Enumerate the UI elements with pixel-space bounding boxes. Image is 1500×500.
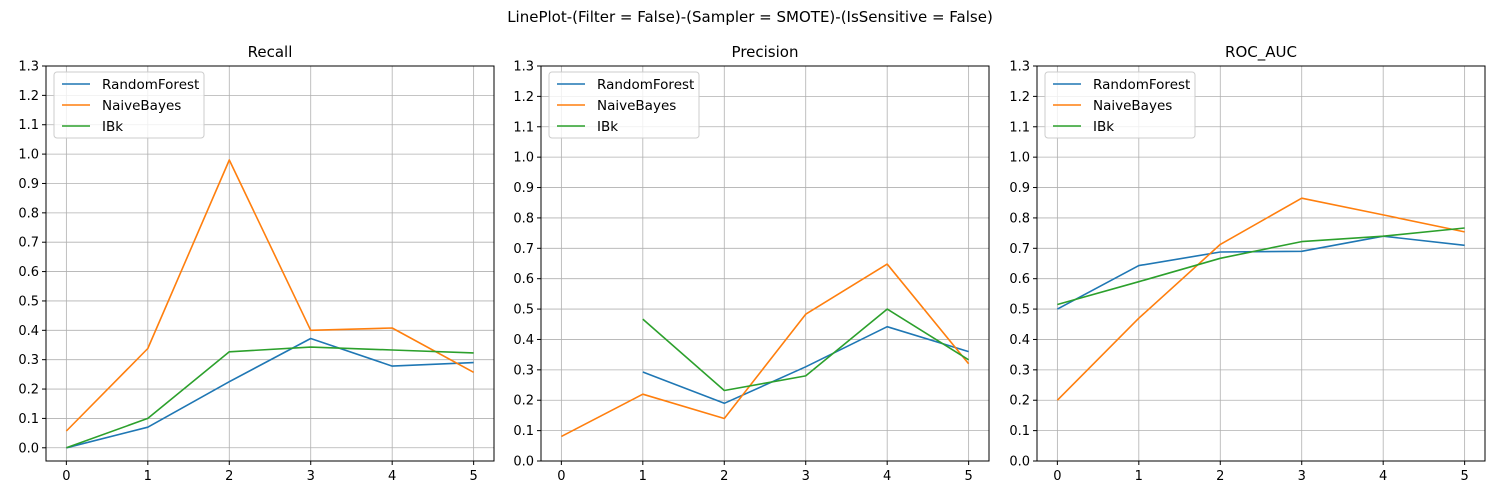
- x-tick-label: 0: [1053, 469, 1061, 484]
- y-tick-label: 1.3: [1009, 60, 1030, 75]
- x-tick-label: 5: [1460, 469, 1468, 484]
- legend: RandomForest NaiveBayes IBk: [1044, 71, 1196, 139]
- legend: RandomForest NaiveBayes IBk: [548, 71, 700, 139]
- y-tick-label: 0.7: [513, 242, 534, 257]
- series-line-ibk: [66, 346, 474, 449]
- y-tick-label: 0.5: [1009, 303, 1030, 318]
- y-tick-label: 1.0: [513, 151, 534, 166]
- y-tick-label: 0.7: [1009, 242, 1030, 257]
- y-tick-label: 0.7: [18, 236, 39, 251]
- y-tick-label: 1.2: [18, 89, 39, 104]
- y-tick-label: 0.1: [18, 412, 39, 427]
- y-tick-label: 0.6: [1009, 272, 1030, 287]
- legend-label: NaiveBayes: [102, 98, 181, 114]
- x-tick-label: 1: [144, 469, 152, 484]
- legend-box: [1044, 71, 1196, 139]
- y-tick-label: 1.3: [513, 60, 534, 75]
- series-line-randomforest: [642, 325, 969, 405]
- y-tick-label: 0.2: [513, 394, 534, 409]
- y-tick-label: 1.2: [513, 90, 534, 105]
- x-tick-label: 3: [802, 469, 810, 484]
- series-line-randomforest: [66, 337, 474, 449]
- legend-label: RandomForest: [102, 77, 199, 93]
- legend-label: IBk: [1093, 119, 1114, 135]
- x-tick-label: 4: [883, 469, 891, 484]
- y-tick-label: 0.8: [1009, 211, 1030, 226]
- y-tick-label: 1.1: [1009, 120, 1030, 135]
- x-tick-label: 2: [1216, 469, 1224, 484]
- x-tick-label: 4: [388, 469, 396, 484]
- panel-1: 0 1 2 3 4 5 0.0 0.1 0.2 0.3 0.4 0.5 0.6 0.7 0.8 0.9 1.0 1…: [513, 43, 990, 484]
- y-tick-label: 0.6: [18, 265, 39, 280]
- series-line-naivebayes: [561, 263, 970, 438]
- figure-suptitle: LinePlot-(Filter = False)-(Sampler = SMO…: [507, 8, 993, 26]
- legend-label: NaiveBayes: [597, 98, 676, 114]
- y-tick-label: 0.4: [513, 333, 534, 348]
- y-tick-label: 1.3: [18, 60, 39, 75]
- panel-2: 0 1 2 3 4 5 0.0 0.1 0.2 0.3 0.4 0.5 0.6 0.7 0.8 0.9 1.0 1…: [1009, 43, 1486, 484]
- y-tick-label: 0.3: [18, 353, 39, 368]
- x-tick-label: 5: [469, 469, 477, 484]
- y-tick-label: 0.4: [18, 324, 39, 339]
- y-tick-label: 0.0: [513, 455, 534, 470]
- y-tick-label: 0.1: [513, 424, 534, 439]
- x-tick-label: 2: [720, 469, 728, 484]
- x-tick-label: 3: [307, 469, 315, 484]
- legend-label: RandomForest: [597, 77, 694, 93]
- y-tick-label: 1.1: [18, 118, 39, 133]
- y-tick-label: 0.6: [513, 272, 534, 287]
- panel-title: Recall: [248, 43, 293, 61]
- legend-label: IBk: [597, 119, 618, 135]
- y-tick-label: 1.1: [513, 120, 534, 135]
- x-tick-label: 5: [964, 469, 972, 484]
- series-line-randomforest: [1057, 235, 1465, 310]
- y-tick-label: 1.0: [1009, 151, 1030, 166]
- y-tick-label: 0.9: [513, 181, 534, 196]
- legend-box: [548, 71, 700, 139]
- y-tick-label: 0.8: [18, 206, 39, 221]
- y-tick-label: 0.3: [513, 363, 534, 378]
- axes-frame: [1036, 65, 1486, 462]
- axes-frame: [45, 65, 495, 462]
- y-tick-label: 0.0: [18, 441, 39, 456]
- legend-label: NaiveBayes: [1093, 98, 1172, 114]
- x-tick-label: 2: [225, 469, 233, 484]
- x-tick-label: 1: [639, 469, 647, 484]
- series-line-ibk: [1057, 227, 1465, 306]
- series-line-naivebayes: [65, 159, 474, 432]
- y-tick-label: 0.5: [513, 303, 534, 318]
- legend-label: RandomForest: [1093, 77, 1190, 93]
- y-tick-label: 0.0: [1009, 455, 1030, 470]
- x-tick-label: 4: [1379, 469, 1387, 484]
- panel-0: 0 1 2 3 4 5 0.0 0.1 0.2 0.3 0.4 0.5 0.6 0.7 0.8 0.9 1.0 1…: [18, 43, 495, 484]
- legend: RandomForest NaiveBayes IBk: [53, 71, 205, 139]
- y-tick-label: 1.0: [18, 148, 39, 163]
- y-tick-label: 0.5: [18, 294, 39, 309]
- series-line-ibk: [642, 308, 970, 392]
- x-tick-label: 0: [557, 469, 565, 484]
- y-tick-label: 0.3: [1009, 363, 1030, 378]
- legend-label: IBk: [102, 119, 123, 135]
- x-tick-label: 0: [62, 469, 70, 484]
- y-tick-label: 0.2: [1009, 394, 1030, 409]
- y-tick-label: 0.8: [513, 211, 534, 226]
- y-tick-label: 0.9: [1009, 181, 1030, 196]
- y-tick-label: 0.4: [1009, 333, 1030, 348]
- y-tick-label: 1.2: [1009, 90, 1030, 105]
- x-tick-label: 1: [1135, 469, 1143, 484]
- y-tick-label: 0.1: [1009, 424, 1030, 439]
- y-tick-label: 0.9: [18, 177, 39, 192]
- panel-title: ROC_AUC: [1225, 43, 1297, 62]
- y-tick-label: 0.2: [18, 383, 39, 398]
- legend-box: [53, 71, 205, 139]
- panel-title: Precision: [732, 43, 799, 61]
- series-line-naivebayes: [1056, 197, 1465, 401]
- x-tick-label: 3: [1298, 469, 1306, 484]
- axes-frame: [540, 65, 990, 462]
